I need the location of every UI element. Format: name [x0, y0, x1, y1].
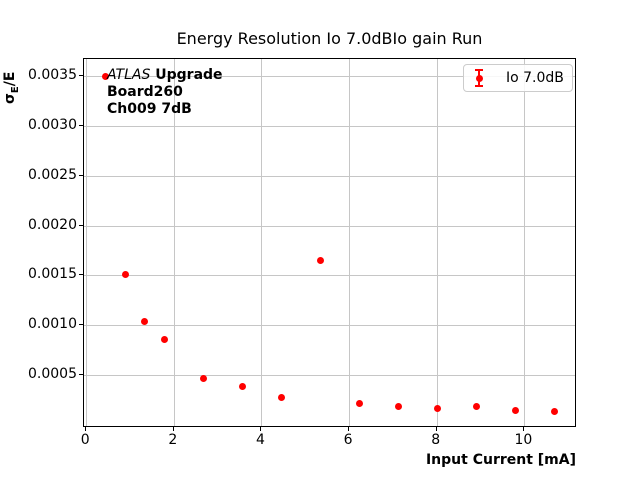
- x-tick-label: 4: [256, 432, 265, 448]
- data-point: [472, 402, 480, 410]
- plot-area: ATLAS Upgrade Board260 Ch009 7dB Io 7.0d…: [83, 58, 576, 427]
- x-tick-mark: [348, 427, 350, 431]
- x-tick-label: 2: [168, 432, 178, 448]
- x-tick-mark: [172, 427, 174, 431]
- gridline-horizontal: [84, 175, 575, 177]
- x-axis-label: Input Current [mA]: [425, 452, 576, 468]
- gridline-vertical: [349, 59, 351, 426]
- gridline-vertical: [261, 59, 263, 426]
- y-tick-label: 0.0005: [28, 366, 77, 383]
- x-tick-label: 10: [514, 432, 533, 448]
- data-point: [316, 256, 324, 264]
- chart-title: Energy Resolution Io 7.0dBIo gain Run: [176, 29, 483, 48]
- x-tick-label: 6: [343, 432, 353, 448]
- annotation-line-3: Ch009 7dB: [107, 101, 192, 117]
- gridline-vertical: [86, 59, 88, 426]
- x-tick-label: 8: [431, 432, 441, 448]
- y-tick-label: 0.0010: [28, 316, 77, 333]
- gridline-vertical: [173, 59, 175, 426]
- data-point: [511, 406, 519, 414]
- y-tick-mark: [79, 174, 83, 176]
- legend: Io 7.0dB: [463, 64, 573, 92]
- x-tick-mark: [523, 427, 525, 431]
- gridline-horizontal: [84, 225, 575, 227]
- gridline-horizontal: [84, 275, 575, 277]
- data-point: [121, 270, 129, 278]
- data-point: [238, 382, 246, 390]
- annotation-upgrade: Upgrade: [150, 67, 223, 83]
- errorbar-dot-icon: [474, 68, 484, 88]
- annotation-line-2: Board260: [107, 84, 183, 100]
- x-tick-mark: [260, 427, 262, 431]
- annotation-line-1: ATLAS Upgrade: [107, 67, 223, 84]
- gridline-horizontal: [84, 325, 575, 327]
- y-tick-label: 0.0020: [28, 216, 77, 233]
- gridline-horizontal: [84, 125, 575, 127]
- x-tick-mark: [435, 427, 437, 431]
- gridline-horizontal: [84, 375, 575, 377]
- y-tick-label: 0.0025: [28, 166, 77, 183]
- y-tick-mark: [79, 274, 83, 276]
- gridline-vertical: [436, 59, 438, 426]
- y-tick-mark: [79, 74, 83, 76]
- y-tick-mark: [79, 124, 83, 126]
- data-point: [433, 404, 441, 412]
- legend-label: Io 7.0dB: [506, 70, 564, 86]
- gridline-vertical: [524, 59, 526, 426]
- y-axis-label-sigma: σ: [2, 93, 18, 104]
- y-tick-label: 0.0030: [28, 116, 77, 133]
- y-tick-label: 0.0035: [28, 66, 77, 83]
- gridline-horizontal: [84, 75, 575, 77]
- x-tick-mark: [85, 427, 87, 431]
- data-point: [141, 317, 149, 325]
- y-axis-label-subscript: E: [9, 86, 21, 94]
- annotation-text: ATLAS Upgrade Board260 Ch009 7dB: [107, 67, 223, 118]
- data-point: [277, 393, 285, 401]
- data-point: [394, 402, 402, 410]
- data-point: [550, 407, 558, 415]
- y-tick-mark: [79, 324, 83, 326]
- y-tick-mark: [79, 224, 83, 226]
- annotation-atlas: ATLAS: [107, 67, 151, 83]
- y-tick-mark: [79, 374, 83, 376]
- data-point: [160, 335, 168, 343]
- data-point: [199, 374, 207, 382]
- data-point: [102, 73, 110, 81]
- y-tick-label: 0.0015: [28, 266, 77, 283]
- data-point: [355, 399, 363, 407]
- x-tick-label: 0: [80, 432, 90, 448]
